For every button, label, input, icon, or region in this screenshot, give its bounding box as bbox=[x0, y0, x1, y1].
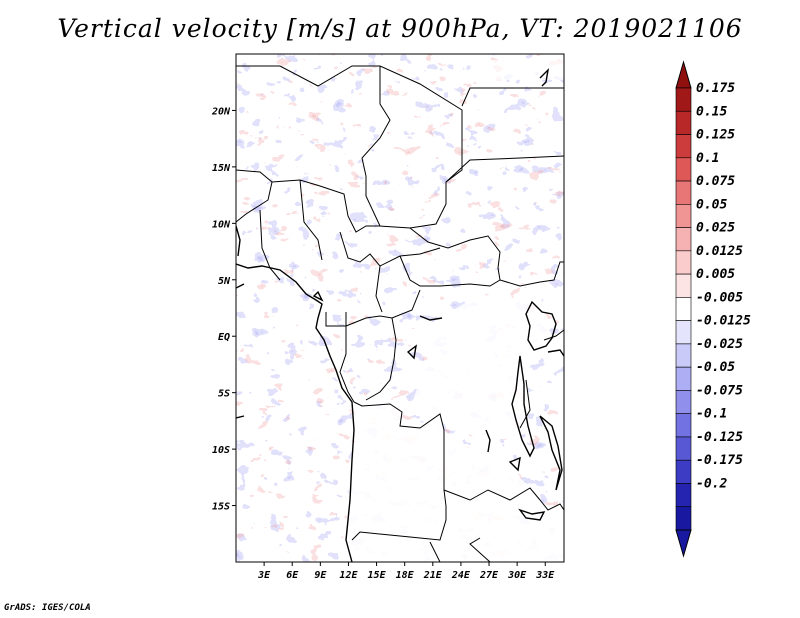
colorbar-swatch bbox=[675, 204, 692, 228]
colorbar-label: -0.125 bbox=[696, 430, 743, 445]
blank-land-region bbox=[345, 402, 564, 562]
lat-tick-label: 20N bbox=[211, 106, 231, 117]
blank-land-region-north bbox=[470, 60, 564, 80]
colorbar-swatch bbox=[675, 459, 692, 484]
lat-tick-label: 5S bbox=[218, 389, 230, 400]
lon-tick-label: 9E bbox=[314, 570, 327, 581]
colorbar-swatch bbox=[675, 390, 692, 414]
lon-tick-label: 21E bbox=[423, 570, 443, 581]
colorbar-swatch bbox=[675, 157, 692, 182]
colorbar-swatch bbox=[675, 297, 692, 321]
colorbar-label: -0.0125 bbox=[696, 314, 751, 329]
colorbar-label: -0.2 bbox=[696, 476, 727, 491]
lon-tick-label: 12E bbox=[339, 570, 358, 581]
colorbar-swatch bbox=[675, 87, 692, 112]
velocity-field bbox=[236, 54, 564, 562]
colorbar-swatch bbox=[675, 320, 692, 345]
grads-credit: GrADS: IGES/COLA bbox=[4, 603, 91, 613]
colorbar-top-arrow bbox=[675, 60, 692, 89]
coastlines-and-lakes bbox=[236, 67, 564, 562]
colorbar-swatch bbox=[675, 506, 692, 531]
colorbar-label: -0.1 bbox=[696, 407, 727, 422]
latitude-axis: 20N 15N 10N 5N EQ 5S 10S 15S bbox=[211, 106, 236, 513]
colorbar-swatch bbox=[675, 413, 692, 438]
colorbar-label: 0.125 bbox=[696, 128, 735, 143]
lat-tick-label: 5N bbox=[218, 276, 231, 287]
map-title: Vertical velocity [m/s] at 900hPa, VT: 2… bbox=[57, 14, 743, 43]
colorbar-label: -0.075 bbox=[696, 383, 743, 398]
colorbar-label: -0.05 bbox=[696, 360, 735, 375]
colorbar-swatch bbox=[675, 366, 692, 391]
colorbar-swatch bbox=[675, 436, 692, 461]
lon-tick-label: 15E bbox=[368, 570, 387, 581]
colorbar-label: 0.05 bbox=[696, 197, 727, 212]
colorbar-swatch bbox=[675, 273, 692, 298]
lon-tick-label: 24E bbox=[451, 570, 471, 581]
lon-tick-label: 33E bbox=[535, 570, 555, 581]
lat-tick-label: EQ bbox=[218, 332, 230, 343]
colorbar-swatch bbox=[675, 180, 692, 205]
lon-tick-label: 6E bbox=[286, 570, 299, 581]
colorbar-label: -0.025 bbox=[696, 337, 743, 352]
colorbar-label: 0.15 bbox=[696, 104, 727, 119]
colorbar-label: 0.175 bbox=[696, 81, 735, 96]
colorbar-label: -0.005 bbox=[696, 290, 743, 305]
colorbar-swatch bbox=[675, 483, 692, 508]
colorbar-swatch bbox=[675, 343, 692, 368]
longitude-axis: 3E 6E 9E 12E 15E 18E 21E 24E 27E 30E 33E bbox=[257, 562, 555, 581]
colorbar-swatch bbox=[675, 227, 692, 252]
map-frame bbox=[235, 53, 565, 563]
lat-tick-label: 10S bbox=[212, 445, 230, 456]
lon-tick-label: 18E bbox=[396, 570, 415, 581]
colorbar-label: -0.175 bbox=[696, 453, 743, 468]
lon-tick-label: 27E bbox=[479, 570, 499, 581]
colorbar-swatch bbox=[675, 250, 692, 275]
lon-tick-label: 3E bbox=[257, 570, 271, 581]
lat-tick-label: 15S bbox=[212, 502, 230, 513]
lat-tick-label: 15N bbox=[212, 163, 231, 174]
colorbar-label: 0.1 bbox=[696, 151, 719, 166]
colorbar-bottom-arrow bbox=[675, 529, 692, 558]
lat-tick-label: 10N bbox=[212, 219, 231, 230]
colorbar-swatch bbox=[675, 110, 692, 135]
colorbar-label: 0.025 bbox=[696, 221, 735, 236]
colorbar-label: 0.075 bbox=[696, 174, 735, 189]
lon-tick-label: 30E bbox=[507, 570, 527, 581]
colorbar: 0.175 0.15 0.125 0.1 0.075 0.05 0.025 0.0125 0.0… bbox=[675, 60, 751, 558]
country-borders bbox=[236, 65, 564, 562]
colorbar-label: 0.0125 bbox=[696, 244, 743, 259]
colorbar-label: 0.005 bbox=[696, 267, 735, 282]
colorbar-swatch bbox=[675, 134, 692, 159]
